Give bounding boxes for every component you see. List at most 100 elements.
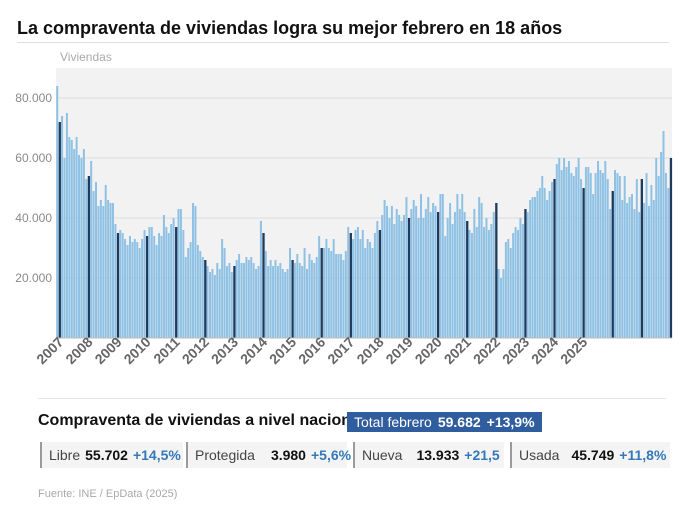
bar xyxy=(90,161,93,338)
bar xyxy=(529,200,532,338)
bar xyxy=(577,158,580,338)
bar xyxy=(301,266,304,338)
stat-usada: Usada 45.749 +11,8% xyxy=(510,442,670,468)
bar xyxy=(526,212,529,338)
x-tick-label: 2010 xyxy=(120,334,153,367)
x-tick-label: 2021 xyxy=(441,334,474,367)
bar xyxy=(558,158,561,338)
bar xyxy=(322,248,325,338)
bar xyxy=(150,227,153,338)
x-tick-label: 2017 xyxy=(324,334,357,367)
bar xyxy=(73,149,76,338)
bar xyxy=(550,182,553,338)
bar xyxy=(104,185,107,338)
stat-value: 3.980 xyxy=(270,447,306,463)
bar xyxy=(61,116,64,338)
bar xyxy=(107,200,110,338)
bar xyxy=(458,209,461,338)
bar-february xyxy=(407,218,411,338)
bar xyxy=(223,248,226,338)
bar xyxy=(189,242,192,338)
y-tick-label: 40.000 xyxy=(15,211,52,225)
stat-libre: Libre 55.702 +14,5% xyxy=(40,442,183,468)
bar xyxy=(284,272,287,338)
x-tick-label: 2015 xyxy=(266,334,299,367)
bar xyxy=(592,194,595,338)
bar-february xyxy=(116,233,120,338)
stat-change: +5,6% xyxy=(310,447,352,463)
x-tick-label: 2022 xyxy=(470,334,503,367)
bar xyxy=(563,158,566,338)
bar xyxy=(662,131,665,338)
bar xyxy=(318,236,321,338)
bar xyxy=(102,206,105,338)
bar xyxy=(138,248,141,338)
bar xyxy=(567,161,570,338)
bar xyxy=(468,230,471,338)
bar-february xyxy=(378,230,382,338)
x-tick-label: 2011 xyxy=(150,334,183,367)
bar xyxy=(235,260,238,338)
bar xyxy=(131,242,134,338)
bar xyxy=(405,197,408,338)
x-tick-label: 2014 xyxy=(237,334,270,367)
bar xyxy=(267,266,270,338)
bar-february xyxy=(669,158,673,338)
bar xyxy=(257,266,260,338)
bar-february xyxy=(640,179,643,338)
bar xyxy=(85,179,88,338)
bar xyxy=(279,263,282,338)
bar xyxy=(371,248,374,338)
source-note: Fuente: INE / EpData (2025) xyxy=(38,488,178,500)
bar xyxy=(444,236,447,338)
bar xyxy=(470,233,473,338)
bar xyxy=(347,227,350,338)
stat-protegida: Protegida 3.980 +5,6% xyxy=(186,442,351,468)
bar xyxy=(221,239,224,338)
bar-february xyxy=(466,221,469,338)
bar xyxy=(361,230,364,338)
bar xyxy=(667,188,670,338)
bar xyxy=(192,203,195,338)
total-change: +13,9% xyxy=(486,414,535,430)
panel-divider xyxy=(38,398,666,399)
bar xyxy=(594,173,597,338)
bar xyxy=(432,203,435,338)
bar xyxy=(216,263,219,338)
bar xyxy=(570,173,573,338)
bar xyxy=(177,209,180,338)
bar xyxy=(167,233,170,338)
stat-nueva: Nueva 13.933 +21,5 xyxy=(353,442,504,468)
x-tick-label: 2013 xyxy=(208,334,241,367)
bar-february xyxy=(291,260,294,338)
x-tick-label: 2009 xyxy=(91,334,124,367)
bar xyxy=(325,239,328,338)
bar xyxy=(136,242,139,338)
bar xyxy=(172,218,175,338)
bar xyxy=(194,206,197,338)
chart-title: La compraventa de viviendas logra su mej… xyxy=(17,18,563,38)
bar xyxy=(272,266,275,338)
bar xyxy=(369,242,372,338)
bar xyxy=(441,194,444,338)
bar xyxy=(228,263,231,338)
bar xyxy=(490,224,493,338)
bar xyxy=(128,236,131,338)
bar xyxy=(296,254,299,338)
bar xyxy=(388,218,391,338)
bar xyxy=(255,269,258,338)
bar-series xyxy=(56,86,673,339)
bar xyxy=(500,278,503,338)
bar xyxy=(335,254,338,338)
bar xyxy=(606,179,609,338)
x-tick-label: 2019 xyxy=(382,334,415,367)
bar xyxy=(199,251,202,338)
bar xyxy=(252,263,255,338)
bar xyxy=(626,203,629,338)
bar xyxy=(114,224,117,338)
bar xyxy=(546,200,549,338)
bar xyxy=(483,227,486,338)
bar xyxy=(269,260,272,338)
bar xyxy=(148,227,151,338)
